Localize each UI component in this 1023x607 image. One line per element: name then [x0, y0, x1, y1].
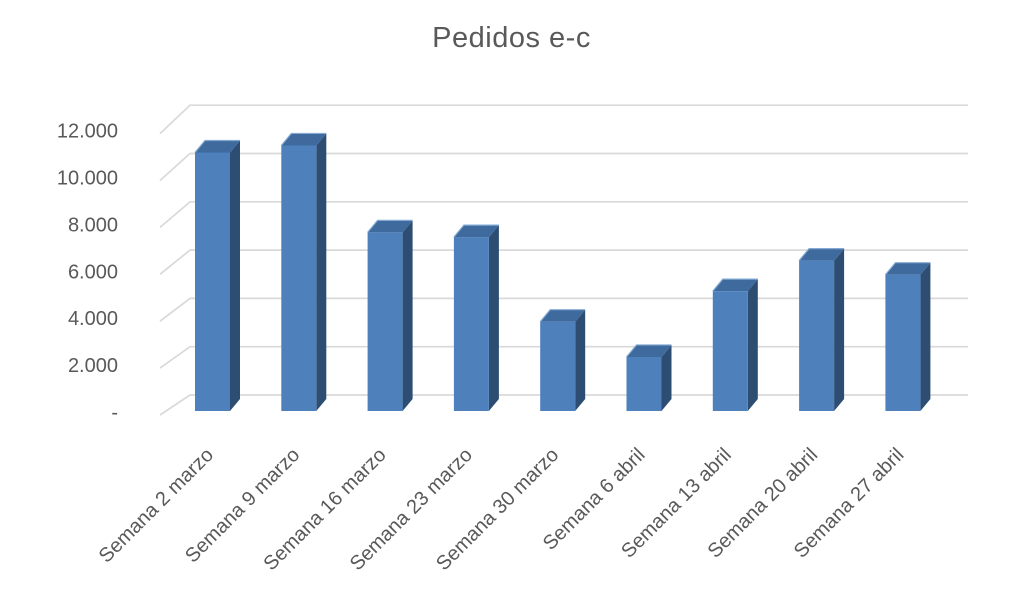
bar-top-edge-highlight	[712, 278, 758, 292]
bar-side-face	[661, 344, 672, 411]
gridline	[159, 200, 968, 229]
bar-top-edge-highlight	[367, 219, 413, 233]
bar-semana-2-marzo[interactable]	[194, 139, 240, 412]
chart-title[interactable]: Pedidos e-c	[432, 22, 591, 54]
bar-top-face	[540, 309, 586, 322]
bar-front-face	[195, 152, 230, 411]
bar-top-edge-highlight	[626, 344, 672, 358]
y-axis-tick-label: 8.000	[68, 214, 118, 236]
bar-top-face	[712, 279, 758, 292]
bar-top-face	[195, 140, 240, 153]
bar-front-face	[453, 237, 489, 411]
y-axis-tick-label: 2.000	[68, 355, 118, 377]
bar-side-face	[230, 140, 240, 411]
bar-side-face	[747, 279, 758, 411]
gridline	[159, 152, 968, 182]
bar-side-face	[920, 262, 931, 411]
bar-top-edge-highlight	[884, 262, 931, 276]
bar-front-face	[885, 274, 921, 411]
bar-semana-20-abril[interactable]	[798, 248, 845, 411]
bar-semana-16-marzo[interactable]	[367, 219, 413, 411]
bar-side-face	[488, 225, 499, 411]
bar-top-face	[367, 220, 413, 233]
bar-top-edge-highlight	[280, 132, 327, 146]
bar-side-face	[575, 309, 586, 411]
bar-top-face	[281, 133, 327, 146]
bar-top-edge-highlight	[194, 139, 240, 153]
y-axis-tick-label: 6.000	[68, 261, 118, 283]
gridline	[159, 394, 968, 416]
gridline	[159, 345, 968, 369]
bar-top-edge-highlight	[453, 224, 499, 238]
bar-front-face	[799, 260, 835, 411]
bar-top-face	[799, 248, 845, 261]
bar-top-face	[885, 262, 931, 275]
bar-front-face	[281, 145, 317, 411]
gridline	[159, 104, 968, 135]
bar-side-face	[834, 248, 845, 411]
y-axis-tick-label: 10.000	[57, 168, 118, 190]
bar-front-face	[367, 232, 403, 411]
bar-semana-30-marzo[interactable]	[539, 309, 586, 411]
bars-group	[194, 132, 931, 412]
bar-semana-23-marzo[interactable]	[453, 224, 499, 411]
gridline	[159, 297, 968, 322]
y-axis-tick-label: 12.000	[57, 121, 118, 143]
gridline	[159, 249, 968, 275]
bar-front-face	[626, 356, 662, 411]
bar-front-face	[712, 291, 748, 411]
bar-front-face	[540, 321, 576, 411]
bar-side-face	[316, 133, 327, 411]
y-axis-tick-label: 4.000	[68, 308, 118, 330]
bar-top-edge-highlight	[798, 248, 845, 261]
bar-semana-9-marzo[interactable]	[280, 132, 327, 411]
bar-top-face	[626, 344, 672, 357]
y-axis-tick-label: -	[111, 402, 118, 424]
bar-side-face	[402, 220, 413, 411]
bar-semana-13-abril[interactable]	[712, 278, 758, 411]
bar-top-face	[453, 225, 499, 238]
bar-semana-27-abril[interactable]	[884, 262, 931, 411]
bar-semana-6-abril[interactable]	[626, 344, 672, 411]
gridlines-group	[159, 104, 968, 416]
bar-top-edge-highlight	[539, 309, 586, 323]
